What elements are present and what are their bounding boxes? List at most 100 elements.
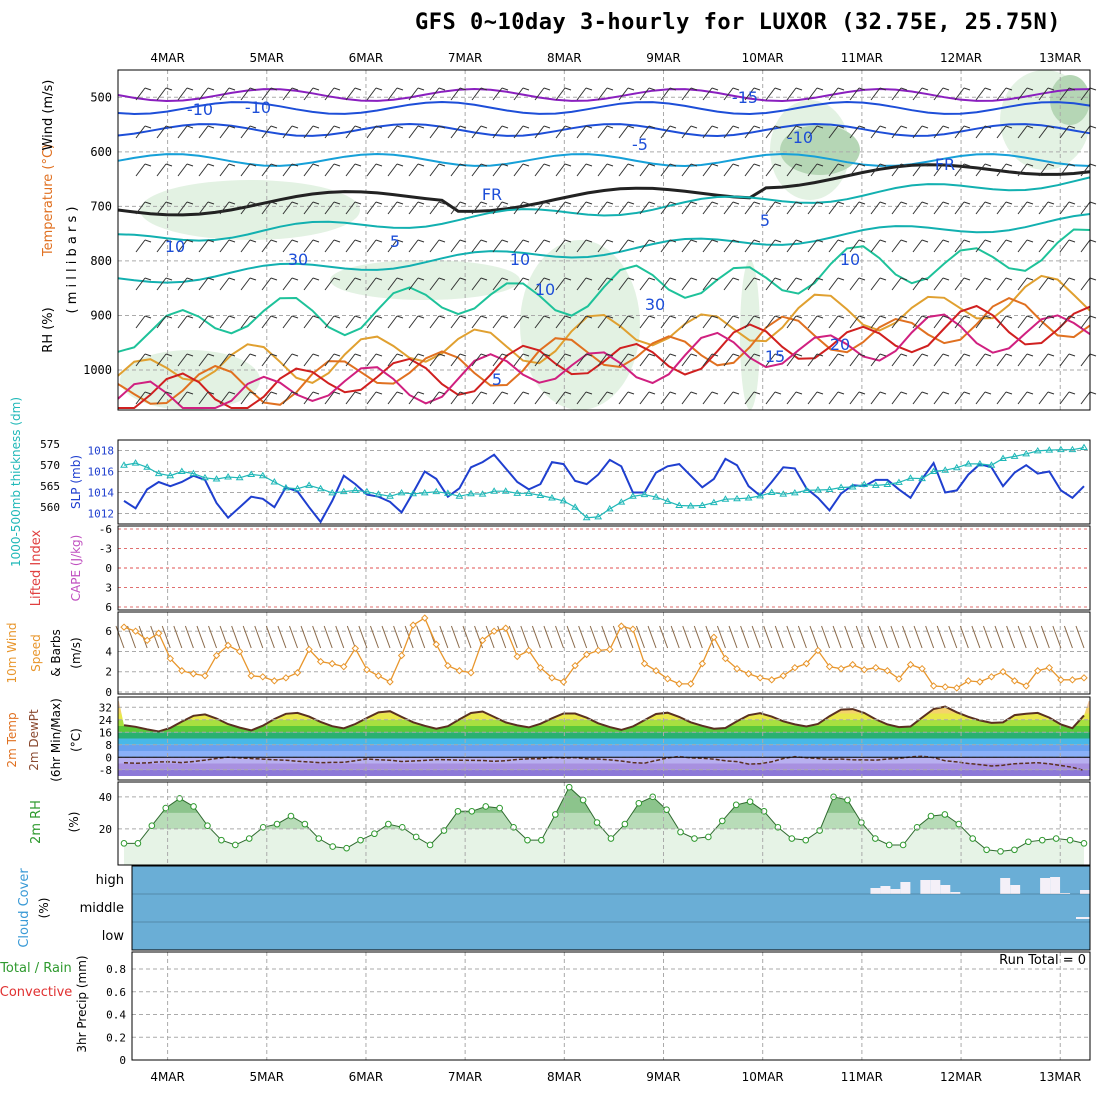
rh-marker bbox=[454, 807, 462, 815]
wind-barb bbox=[984, 239, 992, 243]
wind-barb bbox=[807, 391, 818, 405]
wind-barb bbox=[690, 315, 698, 319]
wind-barb bbox=[670, 625, 680, 649]
wind-barb bbox=[156, 239, 167, 253]
temperature-contour bbox=[118, 304, 1091, 409]
wind-barb bbox=[878, 625, 888, 649]
rh-marker bbox=[357, 836, 364, 844]
wind-barb bbox=[816, 277, 824, 281]
wind-barb bbox=[282, 277, 293, 291]
wind-barb bbox=[492, 391, 503, 405]
wind-barb bbox=[417, 353, 425, 357]
wind-barb bbox=[711, 201, 719, 205]
wind-barb bbox=[786, 87, 797, 101]
wind-barb bbox=[753, 277, 761, 281]
wind-barb bbox=[416, 625, 426, 649]
wind-barb bbox=[837, 87, 845, 91]
wind-barb bbox=[198, 87, 209, 101]
wind-barb bbox=[1089, 87, 1097, 91]
wind-barb bbox=[639, 125, 650, 139]
temperature-band bbox=[118, 751, 1090, 758]
wind-barb bbox=[165, 163, 173, 167]
wind-barb bbox=[723, 125, 734, 139]
wind-barb bbox=[543, 163, 551, 167]
wind-barb bbox=[821, 625, 831, 649]
thickness-marker bbox=[744, 493, 753, 501]
wind-speed-marker bbox=[663, 675, 672, 683]
wind-barb bbox=[282, 315, 293, 329]
wind-barb bbox=[150, 625, 160, 649]
rh-marker bbox=[1066, 836, 1074, 844]
thickness-marker bbox=[929, 467, 938, 474]
wind-barb bbox=[543, 125, 551, 129]
wind-tick-label: 0 bbox=[105, 686, 112, 699]
temperature-contours bbox=[117, 87, 1091, 409]
temperature-contour bbox=[117, 313, 1091, 409]
wind-barb bbox=[858, 87, 866, 91]
wind-barb bbox=[639, 201, 650, 215]
wind-barb bbox=[345, 353, 356, 367]
wind-barb bbox=[459, 353, 467, 357]
wind-barb bbox=[492, 277, 503, 291]
thickness-marker bbox=[247, 470, 256, 477]
wind-barb bbox=[358, 625, 368, 649]
wind-barb bbox=[933, 353, 944, 367]
temp-ylabel: 2m Temp bbox=[5, 712, 19, 767]
wind-barb bbox=[879, 239, 887, 243]
wind-barb bbox=[354, 277, 362, 281]
date-label-top: 11MAR bbox=[841, 51, 883, 65]
date-label-bottom: 4MAR bbox=[150, 1070, 185, 1084]
wind-barb bbox=[345, 239, 356, 253]
wind-barb bbox=[816, 201, 824, 205]
wind-barb bbox=[555, 201, 566, 215]
contour-label: FR bbox=[482, 185, 502, 204]
wind-barb bbox=[177, 201, 188, 215]
wind-barb bbox=[660, 125, 671, 139]
wind-barb bbox=[408, 87, 419, 101]
wind-barb bbox=[1038, 125, 1049, 139]
temperature-band bbox=[118, 763, 1090, 770]
wind-tick-label: 6 bbox=[105, 625, 112, 638]
wind-barb bbox=[606, 87, 614, 91]
wind-speed-marker bbox=[814, 646, 822, 655]
wind-barb bbox=[753, 125, 761, 129]
wind-barb bbox=[774, 277, 782, 281]
wind-barb bbox=[659, 625, 669, 649]
thickness-marker bbox=[640, 490, 649, 498]
wind-barb bbox=[543, 201, 551, 205]
wind-barb bbox=[711, 391, 719, 395]
date-label-bottom: 13MAR bbox=[1039, 1070, 1081, 1084]
wind-barb bbox=[858, 125, 866, 129]
rh-marker bbox=[1038, 836, 1046, 844]
wind-barb bbox=[1059, 315, 1070, 329]
wind-barb bbox=[1089, 391, 1097, 395]
rh-marker bbox=[621, 820, 629, 828]
wind-barb bbox=[144, 163, 152, 167]
wind-barb bbox=[345, 163, 356, 177]
wind-barb bbox=[1005, 277, 1013, 281]
thickness-marker bbox=[524, 489, 533, 496]
contour-label: 30 bbox=[288, 250, 308, 269]
wind-barb bbox=[627, 201, 635, 205]
temperature-line bbox=[123, 705, 1085, 733]
wind-barb bbox=[669, 87, 677, 91]
rh-marker bbox=[482, 803, 490, 810]
contour-label: -15 bbox=[732, 88, 758, 107]
wind-barb bbox=[716, 625, 726, 649]
wind-barb bbox=[396, 87, 404, 91]
wind-barb bbox=[228, 239, 236, 243]
thickness-marker bbox=[733, 494, 741, 502]
wind-barb bbox=[324, 315, 335, 329]
date-label-bottom: 7MAR bbox=[448, 1070, 483, 1084]
thickness-marker bbox=[548, 493, 556, 501]
wind-barb bbox=[774, 125, 782, 129]
wind-barb bbox=[228, 163, 236, 167]
wind-ylabel: & Barbs bbox=[49, 629, 63, 677]
wind-barb bbox=[597, 87, 608, 101]
wind-barb bbox=[837, 239, 845, 243]
wind-speed-marker bbox=[143, 636, 151, 645]
wind-barb bbox=[501, 201, 509, 205]
precip-run-total: Run Total = 0 bbox=[999, 953, 1086, 968]
wind-barb bbox=[375, 353, 383, 357]
wind-barb bbox=[681, 315, 692, 329]
